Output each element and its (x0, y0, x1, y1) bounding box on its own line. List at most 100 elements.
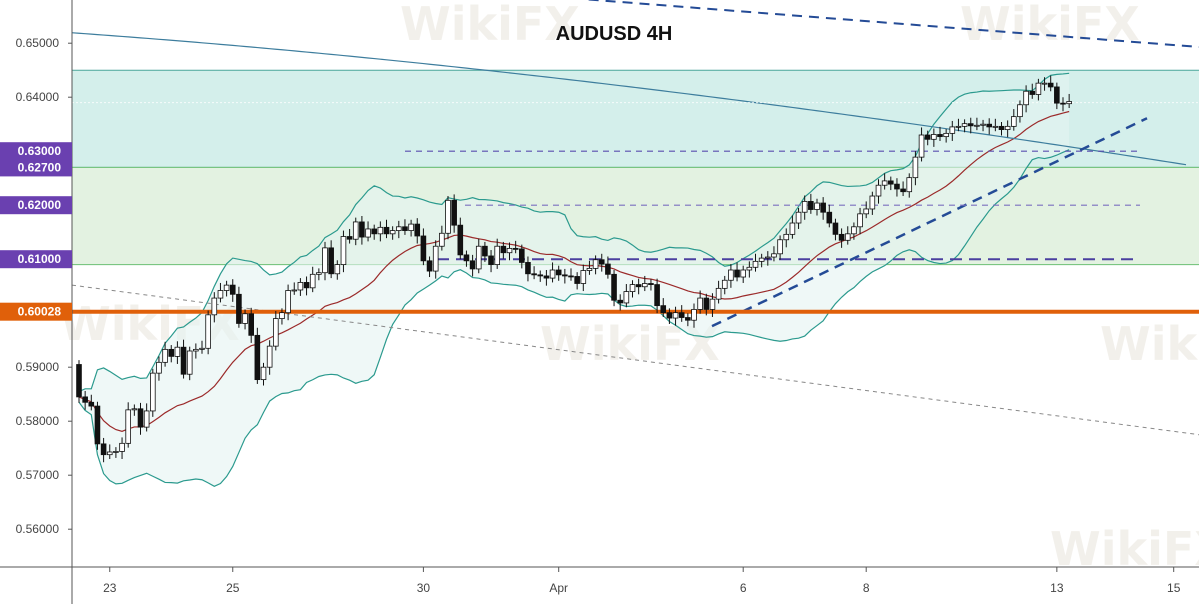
candle-body-46 (359, 221, 365, 238)
candle-body-0 (76, 364, 82, 398)
candle-body-21 (205, 314, 211, 349)
candle-body-128 (863, 208, 869, 215)
candle-body-90 (629, 284, 636, 292)
candle-body-87 (611, 273, 617, 301)
candle-body-100 (691, 309, 697, 321)
candle-body-106 (728, 269, 734, 281)
bollinger-fill (79, 73, 1070, 487)
candle-body-115 (783, 233, 790, 241)
candle-body-122 (826, 211, 833, 224)
candle-body-23 (217, 290, 224, 299)
candle-body-99 (685, 317, 691, 321)
candle-body-38 (309, 273, 316, 289)
candle-body-104 (715, 287, 722, 300)
candle-body-109 (746, 266, 753, 271)
level-tag-bg-4 (0, 302, 72, 321)
candle-body-22 (211, 297, 218, 316)
candle-body-161 (1066, 101, 1072, 105)
candle-body-56 (420, 235, 427, 262)
x-tick-label-1: 25 (226, 581, 240, 595)
candle-body-116 (789, 222, 796, 235)
candle-body-131 (881, 180, 888, 186)
candle-body-103 (709, 298, 716, 310)
lower-trend-line (72, 284, 1199, 436)
candle-body-68 (494, 245, 500, 266)
candle-body-71 (512, 247, 519, 250)
candle-body-57 (426, 260, 433, 272)
candle-body-119 (808, 201, 814, 210)
candle-body-93 (648, 283, 654, 285)
long-moving-average (72, 32, 1187, 166)
candle-body-123 (832, 222, 839, 235)
candle-body-60 (445, 199, 451, 234)
candle-body-45 (352, 221, 359, 240)
candle-body-5 (106, 451, 113, 456)
candle-body-127 (857, 213, 863, 228)
watermark-5: WikiFX (1050, 522, 1199, 576)
candle-body-158 (1047, 82, 1054, 88)
candle-body-65 (475, 245, 482, 270)
candle-body-133 (894, 183, 900, 190)
candle-body-105 (721, 279, 728, 289)
candle-body-47 (365, 228, 371, 238)
candle-body-26 (236, 293, 242, 324)
x-tick-label-3: Apr (549, 581, 568, 595)
candle-body-124 (838, 233, 845, 241)
level-tag-2: 0.62000 (18, 198, 62, 212)
candle-body-80 (568, 275, 574, 278)
candle-body-84 (592, 259, 599, 269)
candle-body-117 (795, 211, 802, 224)
level-tag-0: 0.63000 (18, 144, 62, 158)
candle-body-62 (457, 224, 464, 256)
candle-body-66 (482, 245, 488, 257)
candle-body-53 (402, 226, 408, 231)
candle-body-85 (598, 259, 605, 265)
candle-body-18 (186, 350, 193, 375)
candle-body-129 (869, 195, 876, 210)
candle-body-12 (149, 372, 156, 412)
candle-body-20 (199, 347, 205, 350)
candle-body-13 (156, 361, 162, 374)
candle-body-37 (303, 282, 310, 289)
candle-body-148 (986, 123, 992, 128)
candle-body-111 (758, 257, 765, 262)
candle-body-24 (223, 284, 230, 291)
candle-body-150 (998, 125, 1005, 131)
candle-body-48 (371, 228, 377, 235)
x-tick-label-2: 30 (417, 581, 431, 595)
candle-body-142 (949, 126, 956, 134)
candle-body-130 (875, 184, 882, 197)
candle-body-92 (642, 283, 648, 288)
candle-body-2 (88, 401, 95, 407)
candle-body-135 (906, 177, 913, 193)
candle-body-61 (451, 199, 457, 226)
candle-body-91 (635, 284, 642, 288)
middle-band (78, 110, 1070, 432)
candle-body-70 (506, 247, 513, 254)
watermark-1: WikiFX (960, 0, 1140, 51)
candle-body-110 (752, 260, 759, 268)
candle-body-8 (125, 409, 132, 444)
candle-body-89 (623, 291, 630, 304)
candle-body-159 (1054, 86, 1060, 104)
candle-body-97 (672, 312, 679, 319)
candle-body-88 (617, 299, 623, 304)
bollinger-upper (78, 72, 1070, 393)
candle-body-155 (1029, 90, 1036, 95)
candle-body-11 (143, 410, 150, 428)
candle-body-51 (389, 230, 396, 235)
watermark-4: WikiFX (1100, 317, 1199, 371)
candle-body-107 (734, 269, 740, 278)
level-tags-layer: 0.63000 0.62700 0.62000 0.61000 0.60028 (0, 142, 72, 321)
candle-body-73 (525, 262, 531, 275)
level-tag-bg-2 (0, 196, 72, 215)
candle-body-10 (137, 408, 144, 428)
candle-body-43 (340, 236, 347, 266)
descending-trend-line (582, 0, 1199, 48)
candle-body-118 (801, 201, 808, 213)
level-tag-bg-3 (0, 250, 72, 269)
candle-body-14 (162, 348, 168, 363)
level-tag-3: 0.61000 (18, 252, 62, 266)
